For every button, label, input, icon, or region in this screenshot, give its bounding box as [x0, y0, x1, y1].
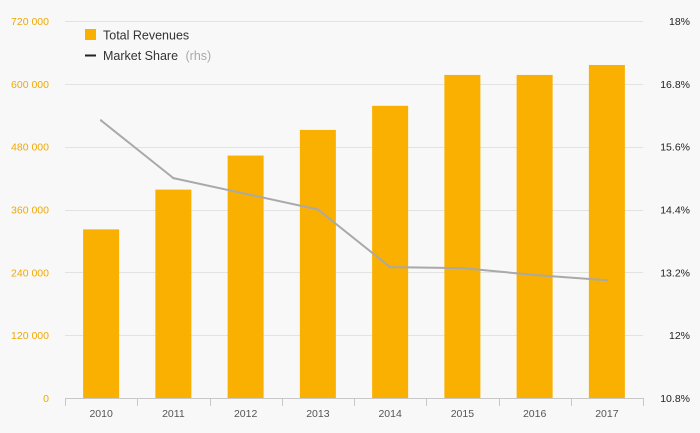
bar	[155, 189, 192, 398]
x-tick-label: 2017	[595, 408, 619, 420]
y-tick-label-left: 240 000	[11, 267, 49, 279]
line-point	[388, 265, 392, 269]
x-tick-label: 2013	[306, 408, 330, 420]
bar-series-total-revenues	[83, 64, 625, 398]
bar	[516, 74, 553, 398]
y-tick-label-right: 18%	[669, 16, 690, 28]
y-tick-label-left: 0	[43, 393, 49, 405]
bar	[444, 74, 481, 398]
legend-item-market-share[interactable]: Market Share (rhs)	[85, 49, 211, 63]
y-tick-label-left: 720 000	[11, 16, 49, 28]
legend-item-total-revenues[interactable]: Total Revenues	[85, 29, 189, 43]
line-point	[99, 119, 103, 122]
y-tick-label-left: 360 000	[11, 205, 49, 217]
legend-label-market-share: Market Share (rhs)	[103, 49, 211, 63]
bar	[372, 105, 409, 398]
line-point	[316, 208, 320, 211]
legend-swatch-total-revenues	[85, 29, 96, 40]
bar	[588, 64, 625, 398]
market-share-line	[100, 119, 607, 282]
y-tick-label-left: 600 000	[11, 79, 49, 91]
legend-label-market-share-text: Market Share	[103, 49, 178, 63]
y-tick-label-right: 12%	[669, 330, 690, 342]
x-tick-label: 2010	[89, 408, 113, 420]
line-point	[461, 266, 464, 270]
legend: Total Revenues Market Share (rhs)	[85, 29, 211, 63]
bar	[299, 129, 336, 398]
x-tick-label: 2015	[451, 408, 475, 420]
legend-label-market-share-suffix: (rhs)	[186, 49, 212, 63]
grid-lines	[65, 21, 643, 336]
y-tick-label-right: 13.2%	[660, 267, 690, 279]
x-tick-label: 2011	[162, 408, 185, 420]
x-tick-label: 2012	[234, 408, 258, 420]
y-tick-label-right: 14.4%	[660, 205, 690, 217]
y-tick-label-right: 16.8%	[660, 79, 690, 91]
bar	[83, 229, 120, 398]
x-tick-label: 2016	[523, 408, 547, 420]
line-point	[172, 176, 175, 180]
line-point	[244, 192, 247, 195]
y-tick-label-right: 15.6%	[660, 142, 690, 154]
x-tick-label: 2014	[378, 408, 402, 420]
line-point	[605, 278, 609, 282]
y-tick-label-left: 480 000	[11, 142, 49, 154]
axes: 0 120 000 240 000 360 000 480 000 600 000 720 …	[11, 16, 690, 420]
y-tick-label-right: 10.8%	[660, 393, 690, 405]
line-series-market-share	[99, 119, 609, 282]
line-point	[533, 273, 536, 277]
y-tick-label-left: 120 000	[11, 330, 49, 342]
legend-label-total-revenues: Total Revenues	[103, 29, 189, 43]
